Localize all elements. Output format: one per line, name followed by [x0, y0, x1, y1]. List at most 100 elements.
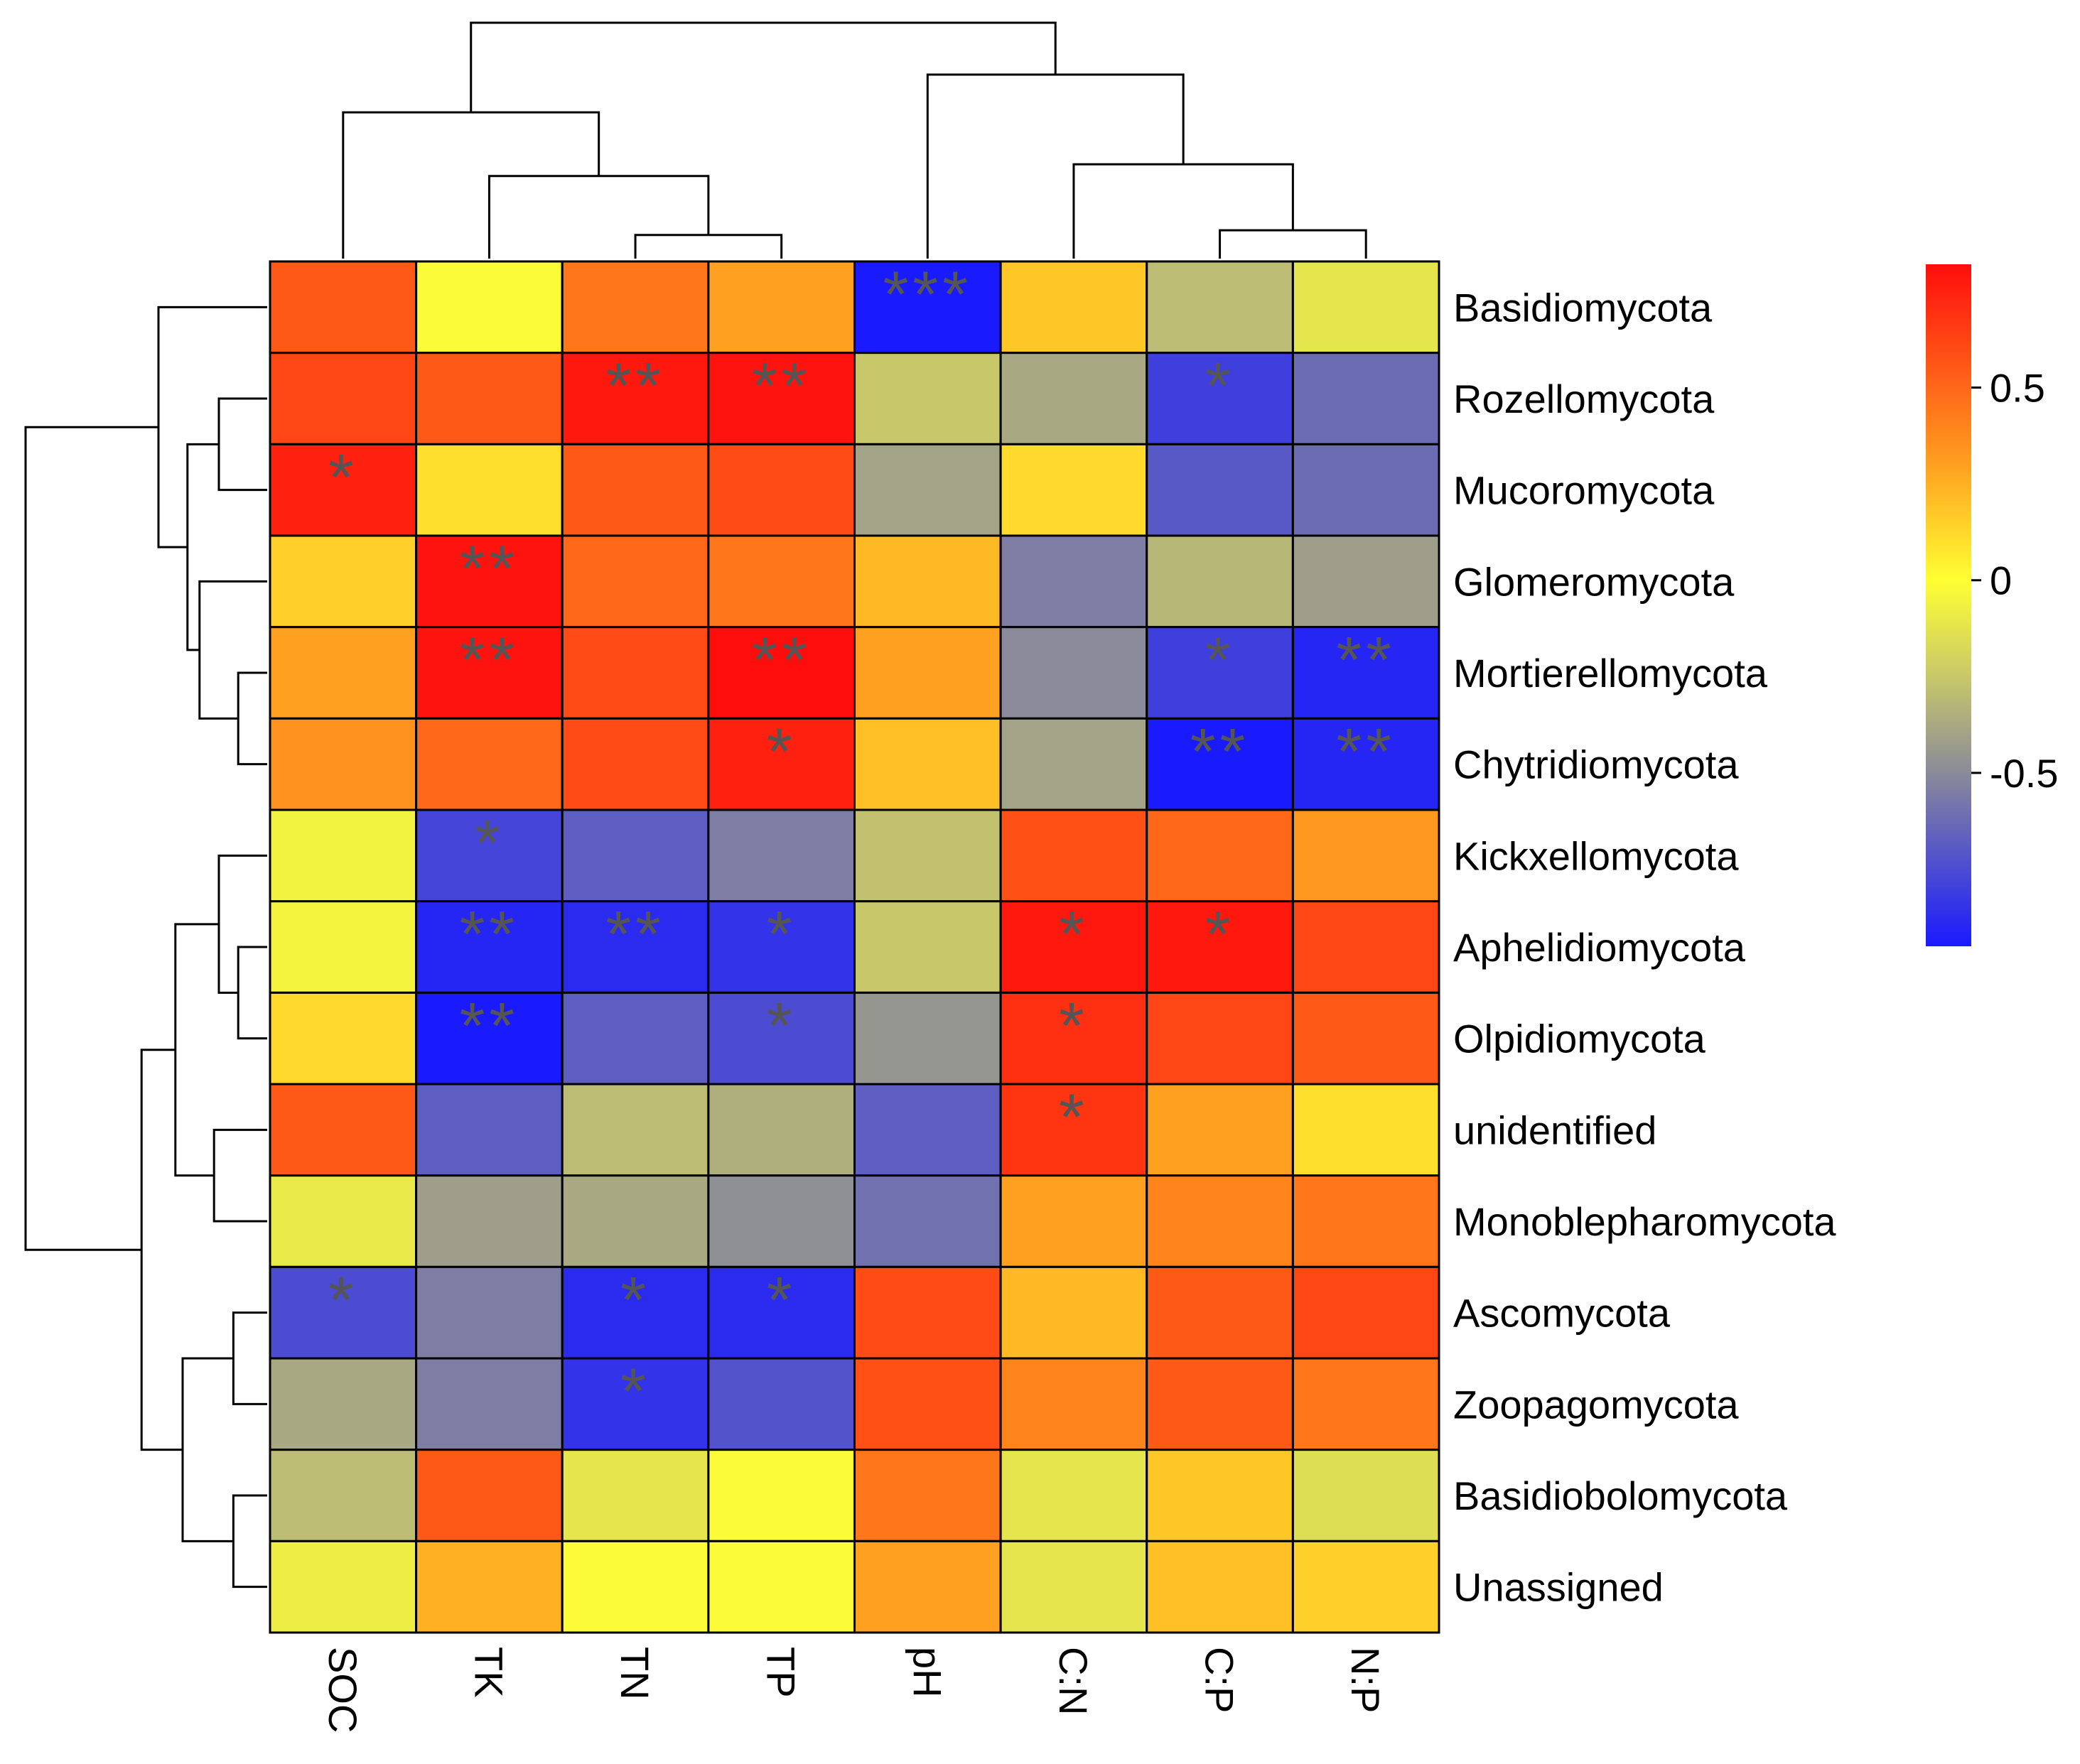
cell-unassigned-tp	[707, 1540, 856, 1634]
row-dendro-branch-7	[198, 580, 267, 720]
significance-ascomycota-soc: *	[328, 1264, 358, 1336]
cell-chytridiomycota-c-p	[1146, 717, 1294, 811]
row-dendro-branch-6	[212, 1128, 267, 1223]
cell-unassigned-n-p	[1291, 1540, 1440, 1634]
significance-mortierellomycota-c-p: *	[1205, 624, 1235, 697]
cell-monoblepharomycota-tn	[561, 1174, 710, 1268]
cell-mucoromycota-tp	[707, 443, 856, 537]
cell-kickxellomycota-tk	[415, 808, 564, 903]
cell-olpidiomycota-tn	[561, 991, 710, 1086]
cell-unidentified-c-n	[999, 1083, 1148, 1177]
row-dendro-branch-3	[232, 1494, 267, 1589]
column-label-c-n: C:N	[1051, 1647, 1096, 1715]
cell-ascomycota-ph	[853, 1265, 1002, 1360]
cell-mucoromycota-tk	[415, 443, 564, 537]
row-dendro-branch-0	[237, 671, 267, 766]
cell-mortierellomycota-c-n	[999, 626, 1148, 720]
cell-unassigned-soc	[269, 1540, 418, 1634]
cell-zoopagomycota-c-p	[1146, 1357, 1294, 1451]
significance-kickxellomycota-tk: *	[475, 807, 505, 880]
cell-basidiobolomycota-tk	[415, 1449, 564, 1542]
cell-basidiomycota-tp	[707, 260, 856, 355]
column-label-soc: SOC	[320, 1647, 365, 1733]
cell-monoblepharomycota-c-p	[1146, 1174, 1294, 1268]
cell-basidiomycota-tn	[561, 260, 710, 355]
cell-mortierellomycota-ph	[853, 626, 1002, 720]
cell-unassigned-ph	[853, 1540, 1002, 1634]
cell-ascomycota-c-n	[999, 1265, 1148, 1360]
cell-aphelidiomycota-c-p	[1146, 900, 1294, 994]
cell-mortierellomycota-tn	[561, 626, 710, 720]
cell-mucoromycota-n-p	[1291, 443, 1440, 537]
cell-monoblepharomycota-ph	[853, 1174, 1002, 1268]
heatmap-cells	[269, 260, 1440, 1634]
row-labels: Basidiomycota Rozellomycota Mucoromycota Gl…	[1453, 285, 1836, 1609]
cell-kickxellomycota-n-p	[1291, 808, 1440, 903]
row-label-glomeromycota: Glomeromycota	[1453, 559, 1735, 604]
cell-monoblepharomycota-tp	[707, 1174, 856, 1268]
significance-rozellomycota-tn: **	[605, 350, 665, 423]
cell-chytridiomycota-ph	[853, 717, 1002, 811]
cell-basidiobolomycota-tn	[561, 1449, 710, 1542]
row-label-olpidiomycota: Olpidiomycota	[1453, 1017, 1706, 1061]
significance-unidentified-c-n: *	[1059, 1081, 1089, 1154]
column-dendrogram	[342, 21, 1367, 259]
cell-glomeromycota-c-p	[1146, 534, 1294, 629]
cell-monoblepharomycota-soc	[269, 1174, 418, 1268]
significance-rozellomycota-c-p: *	[1205, 350, 1235, 423]
row-label-kickxellomycota: Kickxellomycota	[1453, 833, 1739, 878]
significance-aphelidiomycota-tk: **	[460, 899, 519, 971]
significance-mucoromycota-soc: *	[328, 441, 358, 514]
colorbar-tick-label-1: 0	[1990, 558, 2012, 603]
row-label-chytridiomycota: Chytridiomycota	[1453, 742, 1739, 787]
significance-markers: ***** ** ****** ** * *** ** ***** ** * * *** * *** * **	[328, 259, 1391, 1428]
cell-basidiomycota-c-p	[1146, 260, 1294, 355]
row-dendro-branch-13	[24, 426, 158, 1251]
cell-kickxellomycota-c-p	[1146, 808, 1294, 903]
row-label-unassigned: Unassigned	[1453, 1565, 1664, 1610]
row-label-unidentified: unidentified	[1453, 1108, 1656, 1152]
cell-rozellomycota-c-n	[999, 352, 1148, 445]
cell-kickxellomycota-tp	[707, 808, 856, 903]
cell-basidiomycota-ph	[853, 260, 1002, 355]
significance-mortierellomycota-tp: **	[752, 624, 812, 697]
cell-aphelidiomycota-n-p	[1291, 900, 1440, 994]
column-label-tk: TK	[466, 1647, 511, 1698]
column-label-n-p: N:P	[1343, 1647, 1388, 1713]
cell-mucoromycota-ph	[853, 443, 1002, 537]
significance-glomeromycota-tk: **	[460, 533, 519, 605]
significance-rozellomycota-tp: **	[752, 350, 812, 423]
row-label-ascomycota: Ascomycota	[1453, 1291, 1671, 1336]
significance-aphelidiomycota-c-p: *	[1205, 899, 1235, 971]
cell-basidiomycota-n-p	[1291, 260, 1440, 355]
cell-chytridiomycota-tn	[561, 717, 710, 811]
cell-glomeromycota-c-n	[999, 534, 1148, 629]
cell-basidiobolomycota-c-n	[999, 1449, 1148, 1542]
cell-mucoromycota-c-n	[999, 443, 1148, 537]
col-dendro-branch-4	[342, 111, 600, 259]
significance-aphelidiomycota-tn: **	[605, 899, 665, 971]
cell-unidentified-ph	[853, 1083, 1002, 1177]
significance-olpidiomycota-tp: *	[767, 990, 797, 1062]
significance-aphelidiomycota-c-n: *	[1059, 899, 1089, 971]
significance-chytridiomycota-tp: *	[767, 715, 797, 788]
cell-glomeromycota-tp	[707, 534, 856, 629]
cell-olpidiomycota-c-p	[1146, 991, 1294, 1086]
cell-rozellomycota-ph	[853, 352, 1002, 445]
cell-aphelidiomycota-tp	[707, 900, 856, 994]
column-labels: SOC TK TN TP pH C:N C:P N:P	[320, 1647, 1388, 1733]
cell-ascomycota-tk	[415, 1265, 564, 1360]
cell-rozellomycota-soc	[269, 352, 418, 445]
cell-unassigned-c-n	[999, 1540, 1148, 1634]
colorbar-legend	[1926, 264, 1971, 946]
cell-monoblepharomycota-c-n	[999, 1174, 1148, 1268]
cell-basidiomycota-c-n	[999, 260, 1148, 355]
row-label-monoblepharomycota: Monoblepharomycota	[1453, 1199, 1836, 1244]
cell-monoblepharomycota-tk	[415, 1174, 564, 1268]
significance-chytridiomycota-c-p: **	[1190, 715, 1250, 788]
row-dendro-branch-10	[174, 923, 219, 1177]
cell-mortierellomycota-soc	[269, 626, 418, 720]
cell-glomeromycota-tk	[415, 534, 564, 629]
cell-olpidiomycota-tp	[707, 991, 856, 1086]
